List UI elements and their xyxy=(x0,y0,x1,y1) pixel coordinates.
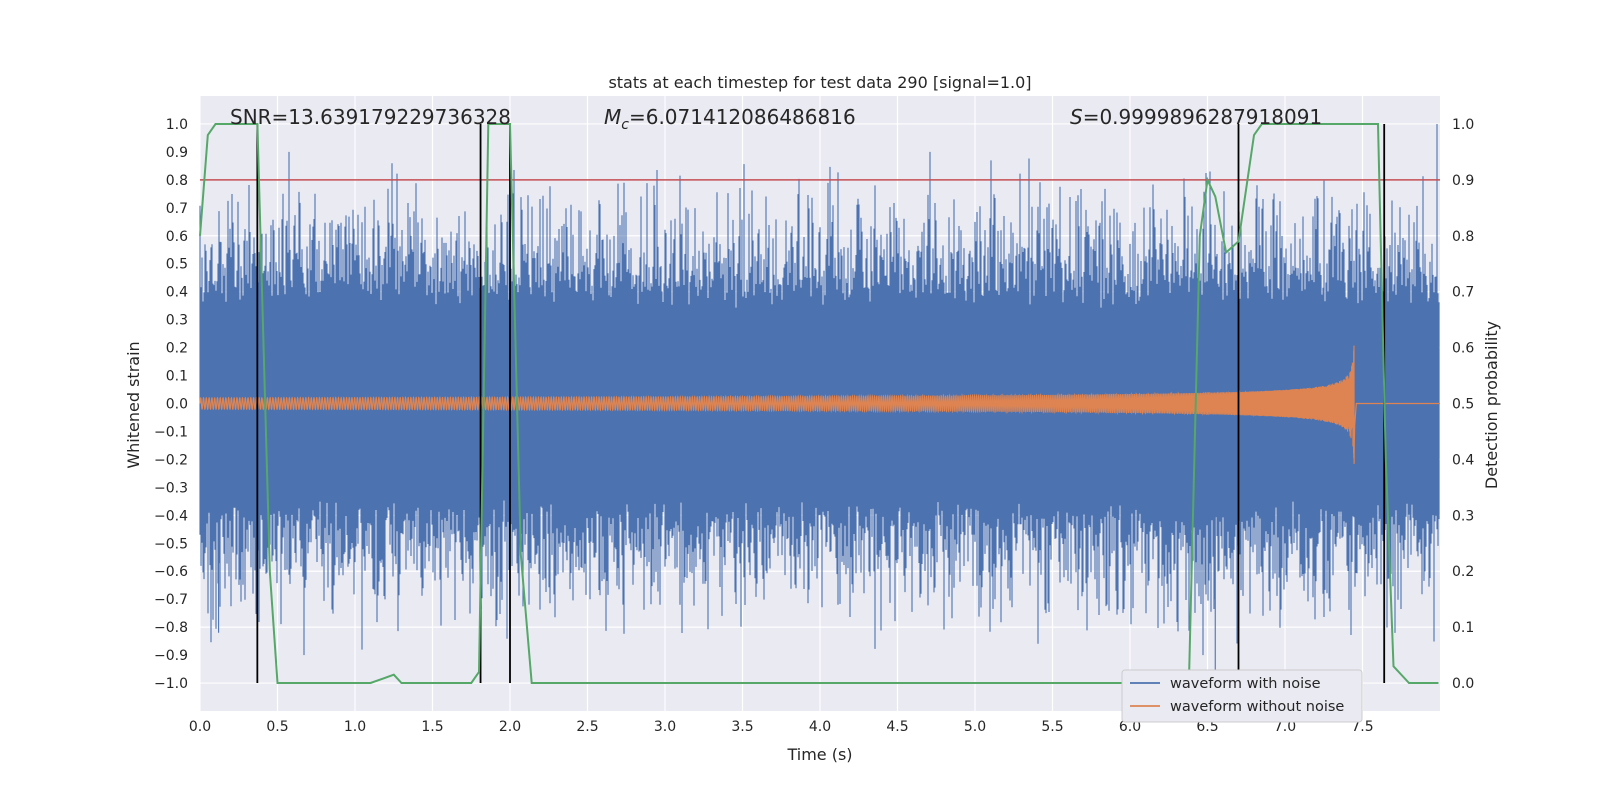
snr-annotation: SNR=13.639179229736328 xyxy=(230,105,511,129)
y-right-tick-label: 0.4 xyxy=(1452,452,1474,468)
x-tick-label: 6.5 xyxy=(1196,719,1218,735)
x-ticks: 0.0 0.5 1.0 1.5 2.0 2.5 3.0 3.5 4.0 4.5 5.0 5.5 6.0 6… xyxy=(189,719,1374,735)
y-right-tick-label: 1.0 xyxy=(1452,117,1474,133)
y-right-tick-label: 0.0 xyxy=(1452,676,1474,692)
y-left-ticks: 1.0 0.9 0.8 0.7 0.6 0.5 0.4 0.3 0.2 0.1 0.0 −0.1 −0.… xyxy=(154,117,188,692)
x-tick-label: 2.0 xyxy=(499,719,521,735)
chart-title: stats at each timestep for test data 290… xyxy=(608,73,1031,92)
y-left-tick-label: 0.4 xyxy=(166,285,188,301)
legend-label-noise: waveform with noise xyxy=(1170,676,1321,692)
y-right-tick-label: 0.8 xyxy=(1452,229,1474,245)
y-left-tick-label: 0.1 xyxy=(166,369,188,385)
x-tick-label: 5.0 xyxy=(964,719,986,735)
y-left-tick-label: −0.3 xyxy=(154,480,188,496)
x-tick-label: 0.5 xyxy=(266,719,288,735)
y-left-tick-label: 0.9 xyxy=(166,145,188,161)
y-left-tick-label: −0.9 xyxy=(154,648,188,664)
y-left-tick-label: −0.8 xyxy=(154,620,188,636)
y-left-tick-label: 0.8 xyxy=(166,173,188,189)
mc-annotation: Mc=6.071412086486816 xyxy=(604,105,856,133)
y-left-tick-label: 0.5 xyxy=(166,257,188,273)
y-right-tick-label: 0.6 xyxy=(1452,341,1474,357)
y-left-tick-label: 1.0 xyxy=(166,117,188,133)
y-left-tick-label: −1.0 xyxy=(154,676,188,692)
clean-waveform xyxy=(199,345,1440,464)
y-left-tick-label: 0.3 xyxy=(166,313,188,329)
x-tick-label: 7.5 xyxy=(1351,719,1373,735)
y-left-tick-label: −0.6 xyxy=(154,564,188,580)
y-left-tick-label: −0.7 xyxy=(154,592,188,608)
y-left-tick-label: −0.4 xyxy=(154,508,188,524)
y-axis-label-left: Whitened strain xyxy=(124,341,143,468)
y-left-tick-label: −0.5 xyxy=(154,536,188,552)
y-right-ticks: 1.0 0.9 0.8 0.7 0.6 0.5 0.4 0.3 0.2 0.1 0.0 xyxy=(1452,117,1474,692)
mc-subscript: c xyxy=(621,117,629,133)
y-right-tick-label: 0.9 xyxy=(1452,173,1474,189)
x-tick-label: 4.0 xyxy=(809,719,831,735)
legend-label-clean: waveform without noise xyxy=(1170,699,1344,715)
s-value: =0.9999896287918091 xyxy=(1083,105,1322,129)
legend-box xyxy=(1121,669,1363,723)
clean-waveform-path xyxy=(199,345,1440,464)
x-tick-label: 5.5 xyxy=(1041,719,1063,735)
y-left-tick-label: 0.6 xyxy=(166,229,188,245)
y-left-tick-label: 0.0 xyxy=(166,397,188,413)
s-symbol: S xyxy=(1070,105,1083,129)
legend: waveform with noise waveform without noi… xyxy=(1121,669,1363,723)
mc-value: =6.071412086486816 xyxy=(629,105,856,129)
probability-line xyxy=(199,123,1439,684)
x-tick-label: 7.0 xyxy=(1274,719,1296,735)
x-tick-label: 4.5 xyxy=(886,719,908,735)
x-tick-label: 0.0 xyxy=(189,719,211,735)
y-right-tick-label: 0.2 xyxy=(1452,564,1474,580)
x-tick-label: 2.5 xyxy=(576,719,598,735)
y-right-tick-label: 0.5 xyxy=(1452,397,1474,413)
y-right-tick-label: 0.3 xyxy=(1452,508,1474,524)
x-tick-label: 3.0 xyxy=(654,719,676,735)
probability-line-group xyxy=(199,123,1439,684)
x-tick-label: 1.0 xyxy=(344,719,366,735)
y-left-tick-label: −0.2 xyxy=(154,452,188,468)
s-annotation: S=0.9999896287918091 xyxy=(1070,105,1322,129)
y-right-tick-label: 0.1 xyxy=(1452,620,1474,636)
x-tick-label: 6.0 xyxy=(1119,719,1141,735)
y-left-tick-label: 0.7 xyxy=(166,201,188,217)
x-axis-label: Time (s) xyxy=(786,745,852,764)
x-tick-label: 3.5 xyxy=(731,719,753,735)
mc-symbol: M xyxy=(604,105,621,129)
y-right-tick-label: 0.7 xyxy=(1452,285,1474,301)
x-tick-label: 1.5 xyxy=(421,719,443,735)
y-axis-label-right: Detection probability xyxy=(1482,321,1501,489)
y-left-tick-label: −0.1 xyxy=(154,424,188,440)
y-left-tick-label: 0.2 xyxy=(166,341,188,357)
